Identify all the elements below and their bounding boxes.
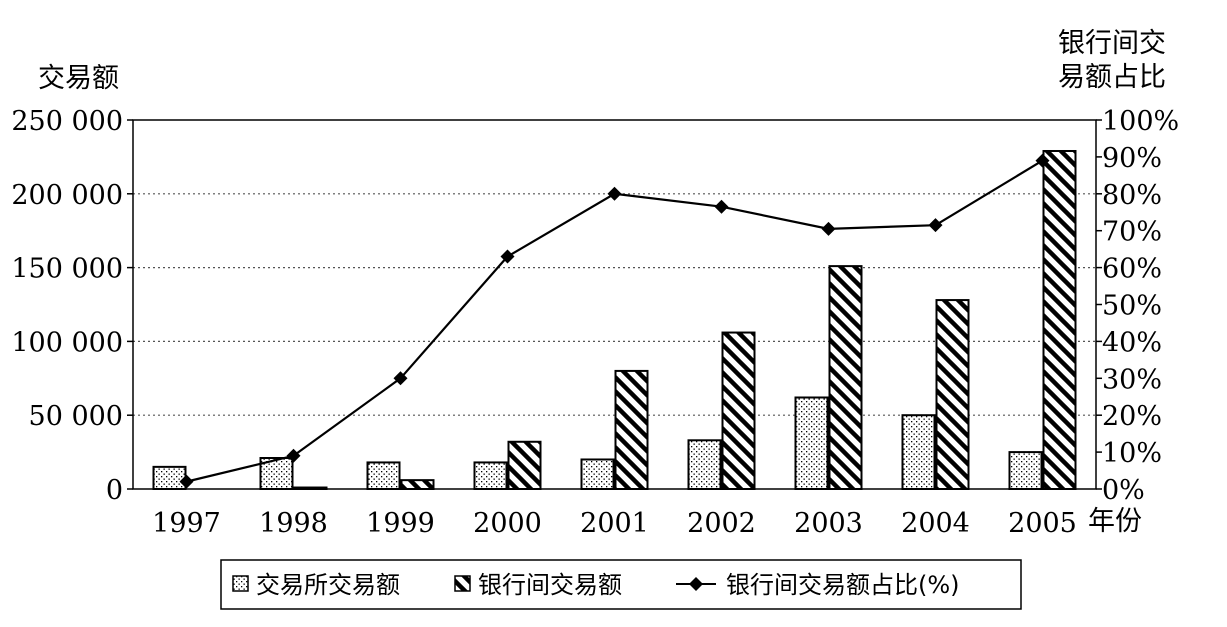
right-axis-ticks: 0% 10% 20% 30% 40% 50% 60% 70% 80% 90% 100% <box>1096 106 1179 506</box>
legend: 交易所交易额 银行间交易额 银行间交易额占比(%) <box>220 559 1022 610</box>
bar-interbank-2003 <box>828 265 863 490</box>
ratio-point-1997 <box>179 474 194 489</box>
right-tick-label-4: 40% <box>1102 327 1162 358</box>
x-tick-label-2000: 2000 <box>473 508 542 539</box>
ratio-point-2004 <box>928 218 943 233</box>
legend-swatch-interbank <box>454 575 471 592</box>
legend-label-interbank: 银行间交易额 <box>478 571 622 599</box>
right-tick-label-3: 30% <box>1102 364 1162 395</box>
legend-label-exchange: 交易所交易额 <box>256 571 400 599</box>
bar-exchange-2005 <box>1008 451 1043 491</box>
x-axis-ticks: 1997 1998 1999 2000 2001 2002 2003 2004 2005 <box>152 508 1077 539</box>
x-tick-label-2005: 2005 <box>1008 508 1077 539</box>
right-tick-label-0: 0% <box>1102 475 1145 506</box>
x-tick-label-2004: 2004 <box>901 508 970 539</box>
legend-box <box>220 559 1022 610</box>
ratio-line-group <box>179 153 1050 489</box>
legend-label-ratio: 银行间交易额占比(%) <box>726 571 960 599</box>
right-tick-label-10: 100% <box>1102 106 1179 137</box>
bar-exchange-2004 <box>901 414 936 491</box>
x-tick-label-1999: 1999 <box>366 508 435 539</box>
right-tick-label-6: 60% <box>1102 254 1162 285</box>
right-tick-label-1: 10% <box>1102 438 1162 469</box>
bar-exchange-1999 <box>366 461 401 491</box>
ratio-point-2005 <box>1035 153 1050 168</box>
x-tick-label-1997: 1997 <box>152 508 221 539</box>
ratio-point-2002 <box>714 199 729 214</box>
x-tick-label-2001: 2001 <box>580 508 649 539</box>
left-tick-label-0: 0 <box>106 475 123 506</box>
x-axis-label: 年份 <box>1088 506 1142 537</box>
bars-group <box>152 149 1077 491</box>
right-tick-label-7: 70% <box>1102 217 1162 248</box>
legend-diamond-marker <box>689 577 703 591</box>
x-tick-label-2003: 2003 <box>794 508 863 539</box>
left-tick-label-5: 250 000 <box>11 106 123 137</box>
bar-exchange-2002 <box>687 439 722 490</box>
right-tick-label-5: 50% <box>1102 291 1162 322</box>
bar-interbank-2000 <box>507 440 542 491</box>
right-axis-label-line1: 银行间交 <box>1058 28 1166 59</box>
ratio-point-1999 <box>393 371 408 386</box>
bar-interbank-2002 <box>721 331 756 490</box>
x-tick-label-1998: 1998 <box>259 508 328 539</box>
bar-interbank-2001 <box>614 369 649 491</box>
right-tick-label-2: 20% <box>1102 401 1162 432</box>
left-tick-label-3: 150 000 <box>11 254 123 285</box>
ratio-point-2003 <box>821 221 836 236</box>
bar-exchange-1997 <box>152 465 187 490</box>
x-tick-label-2002: 2002 <box>687 508 756 539</box>
right-tick-label-9: 90% <box>1102 143 1162 174</box>
left-tick-label-2: 100 000 <box>11 327 123 358</box>
bar-exchange-2000 <box>473 461 508 491</box>
ratio-point-2000 <box>500 249 515 264</box>
bar-interbank-1999 <box>400 479 435 491</box>
left-axis-label: 交易额 <box>38 63 119 94</box>
right-axis-label-line2: 易额占比 <box>1058 62 1166 93</box>
legend-swatch-exchange <box>232 575 249 592</box>
left-axis-ticks: 0 50 000 100 000 150 000 200 000 250 000 <box>11 106 133 506</box>
bar-exchange-2001 <box>580 458 615 491</box>
ratio-point-2001 <box>607 186 622 201</box>
bar-interbank-1998 <box>293 486 328 490</box>
left-tick-label-4: 200 000 <box>11 180 123 211</box>
left-tick-label-1: 50 000 <box>29 401 123 432</box>
ratio-point-1998 <box>286 448 301 463</box>
right-tick-label-8: 80% <box>1102 180 1162 211</box>
bar-interbank-2004 <box>935 299 970 490</box>
bar-interbank-2005 <box>1042 149 1077 490</box>
bar-exchange-2003 <box>794 396 829 491</box>
